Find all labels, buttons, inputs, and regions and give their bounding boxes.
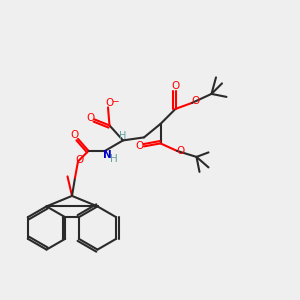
Text: O: O: [192, 96, 200, 106]
Text: H: H: [119, 131, 127, 141]
Text: O: O: [135, 141, 144, 152]
Text: O: O: [171, 81, 180, 92]
Text: −: −: [111, 96, 118, 105]
Text: O: O: [105, 98, 114, 108]
Text: O: O: [177, 146, 185, 156]
Text: N: N: [103, 149, 112, 160]
Text: O: O: [87, 113, 95, 123]
Text: O: O: [70, 130, 79, 140]
Text: O: O: [75, 155, 84, 165]
Text: H: H: [110, 154, 117, 164]
